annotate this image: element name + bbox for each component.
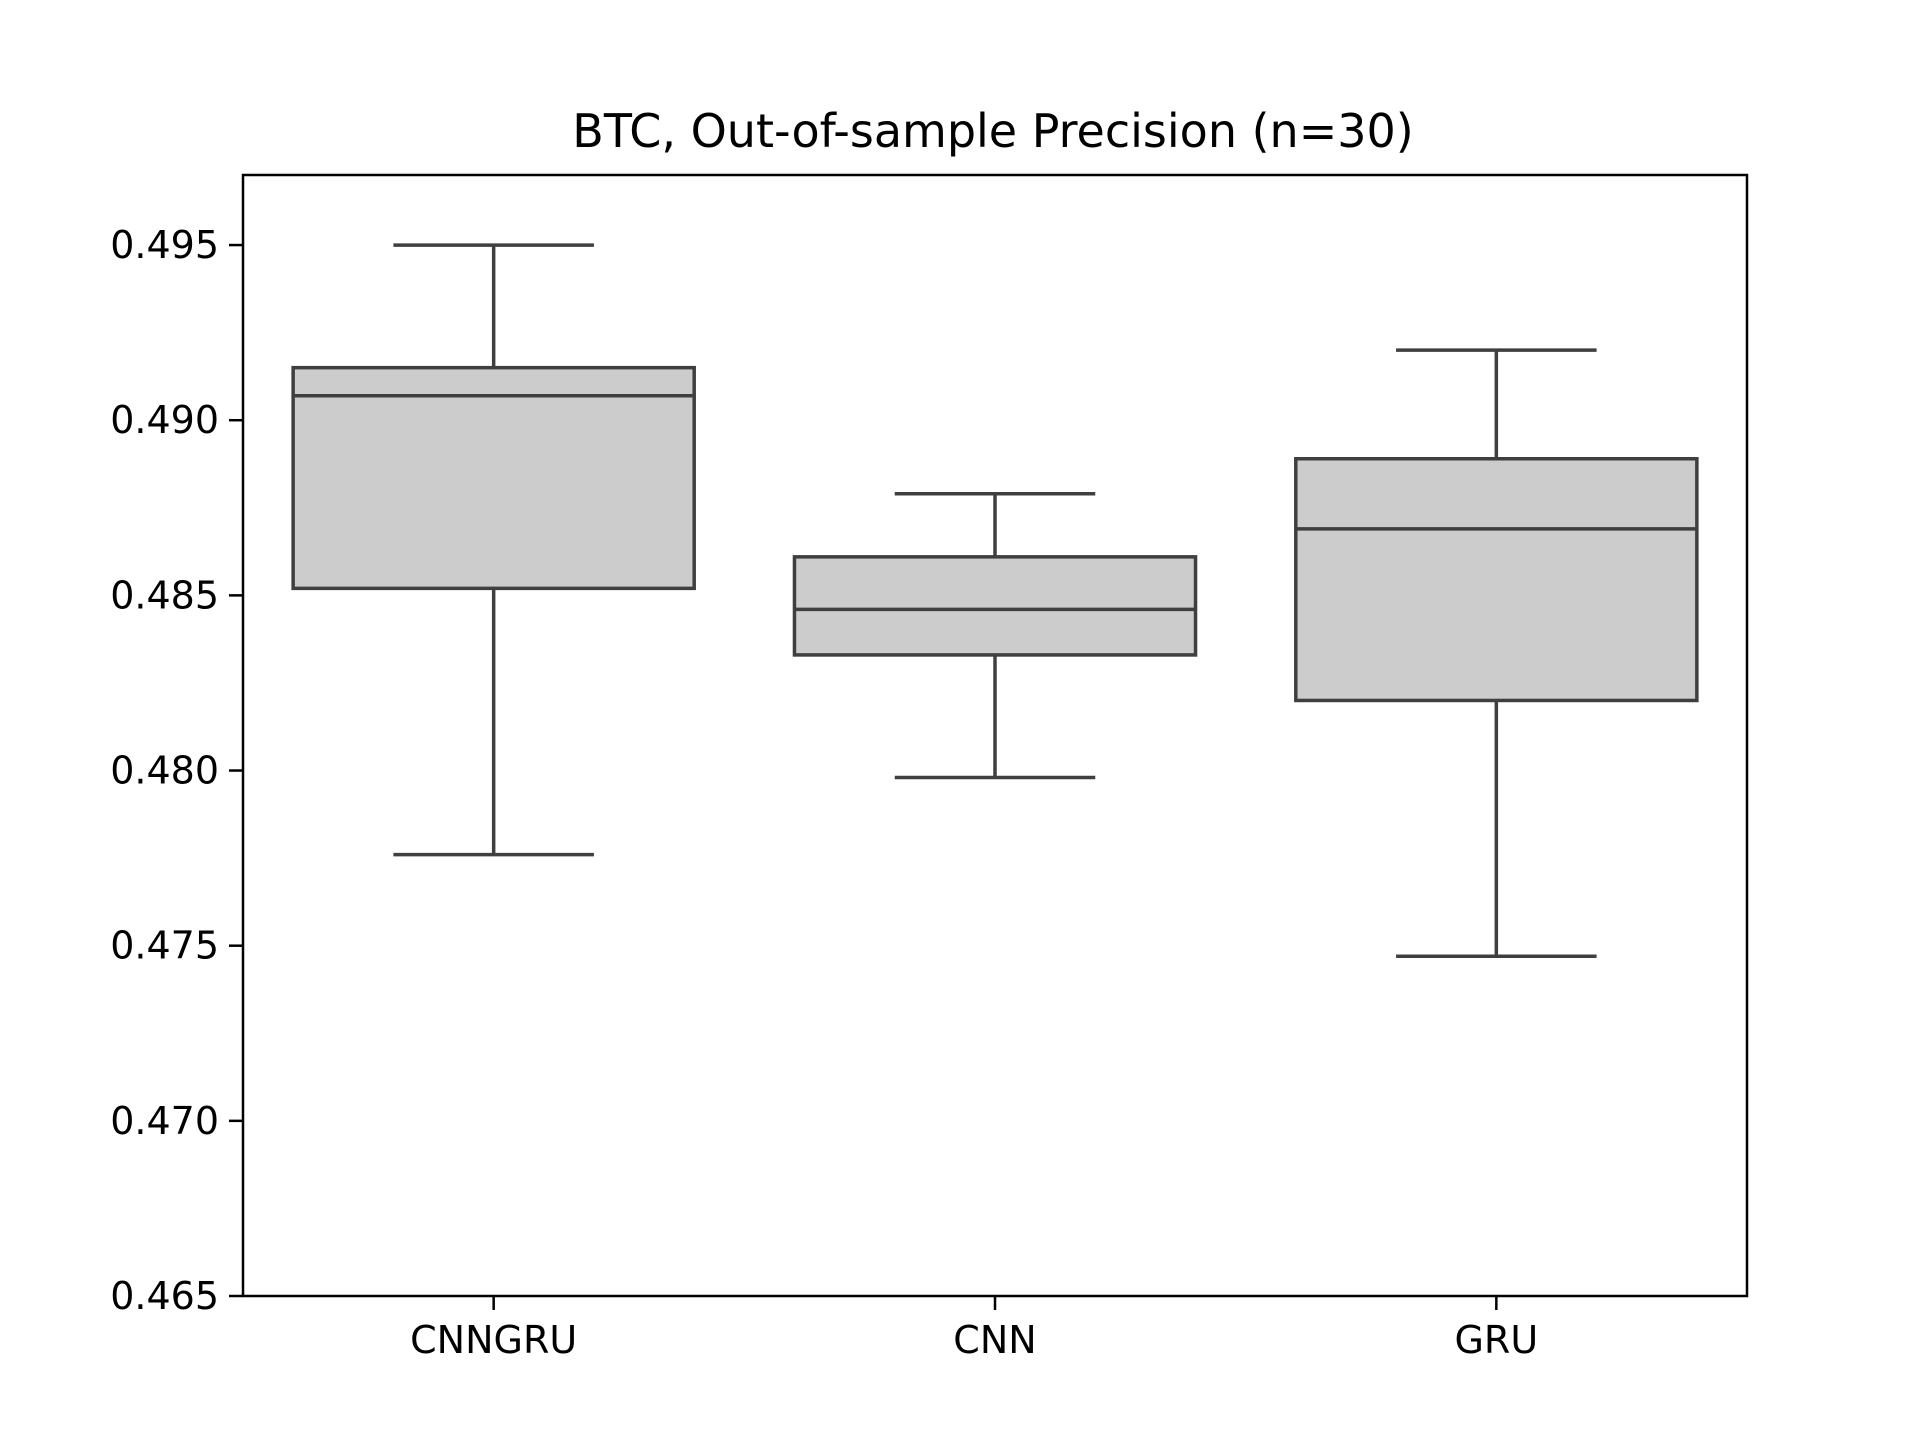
y-tick-label: 0.475 [110, 924, 219, 968]
y-tick-label: 0.480 [110, 749, 219, 793]
iqr-box-cnn [792, 555, 1198, 657]
y-tick-label: 0.495 [110, 223, 219, 267]
y-tick-label: 0.470 [110, 1099, 219, 1143]
chart-title: BTC, Out-of-sample Precision (n=30) [572, 104, 1413, 158]
y-tick-label: 0.465 [110, 1274, 219, 1318]
iqr-box-cnngru [291, 365, 696, 591]
y-tick-label: 0.490 [110, 398, 219, 442]
iqr-box-gru [1294, 457, 1699, 703]
y-axis: 0.465 0.470 0.475 0.480 0.485 0.490 0.495 [110, 223, 243, 1318]
x-tick-label: CNN [953, 1318, 1036, 1362]
box-cnn [792, 492, 1198, 780]
x-tick-label: CNNGRU [410, 1318, 577, 1362]
x-axis: CNNGRU CNN GRU [410, 1296, 1538, 1362]
box-cnngru [291, 243, 696, 857]
plot-area [291, 243, 1699, 958]
x-tick-label: GRU [1454, 1318, 1538, 1362]
box-gru [1294, 348, 1699, 958]
y-tick-label: 0.485 [110, 573, 219, 617]
